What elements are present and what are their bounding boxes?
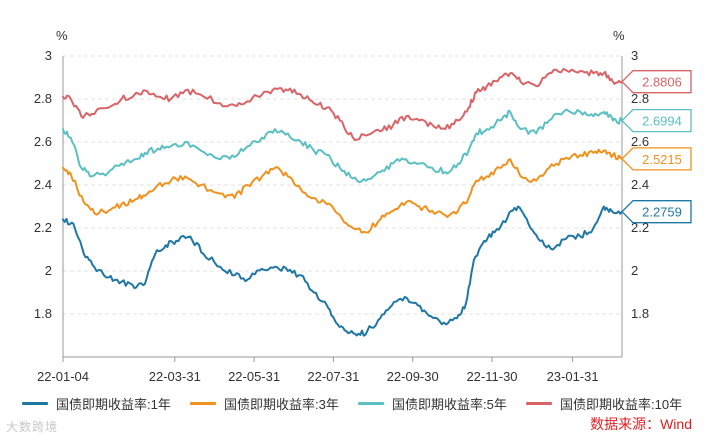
axes: 1.8 1.8 2 2 2.2 2.2 2.4 2.4 2.6 2.6 2.8 2.8 3 3% % 22-0… [34, 28, 649, 384]
end-label-10y: 2.8806 [642, 75, 682, 90]
y-left-tick-label: 2.4 [34, 177, 52, 192]
legend-label-3y: 国债即期收益率:3年 [224, 397, 339, 412]
legend-item-10y[interactable]: 国债即期收益率:10年 [526, 394, 682, 413]
y-left-tick-label: 3 [45, 48, 52, 63]
legend-item-3y[interactable]: 国债即期收益率:3年 [190, 394, 339, 413]
end-label-5y: 2.6994 [642, 114, 682, 129]
legend-label-5y: 国债即期收益率:5年 [392, 397, 507, 412]
legend-swatch-1y [22, 402, 48, 405]
legend-item-5y[interactable]: 国债即期收益率:5年 [358, 394, 507, 413]
x-tick-label: 22-03-31 [149, 369, 201, 384]
data-source-note: 数据来源：Wind [590, 416, 692, 432]
series-line-1y [62, 205, 623, 337]
end-labels: 2.2759 2.5215 2.6994 2.8806 [621, 70, 692, 224]
series-line-5y [62, 108, 623, 184]
y-left-tick-label: 1.8 [34, 306, 52, 321]
legend-item-1y[interactable]: 国债即期收益率:1年 [22, 394, 171, 413]
legend-label-10y: 国债即期收益率:10年 [560, 397, 683, 412]
y-left-tick-label: 2.2 [34, 220, 52, 235]
y-right-unit: % [613, 28, 625, 43]
y-right-tick-label: 3 [631, 48, 638, 63]
legend-label-1y: 国债即期收益率:1年 [56, 397, 171, 412]
end-label-box-3y [621, 147, 692, 171]
end-label-box-10y [621, 70, 692, 94]
yield-line-chart: 1.8 1.8 2 2 2.2 2.2 2.4 2.4 2.6 2.6 2.8 2.8 3 3% % 22-0… [34, 28, 692, 384]
y-right-tick-label: 2.2 [631, 220, 649, 235]
y-left-tick-label: 2.6 [34, 134, 52, 149]
series-line-3y [62, 148, 623, 234]
end-label-box-1y [621, 200, 692, 224]
y-right-tick-label: 2.6 [631, 134, 649, 149]
x-tick-label: 22-09-30 [387, 369, 439, 384]
x-tick-label: 22-05-31 [228, 369, 280, 384]
series-lines [62, 67, 623, 337]
x-tick-label: 22-11-30 [466, 369, 517, 384]
y-left-tick-label: 2.8 [34, 91, 52, 106]
legend-swatch-10y [526, 402, 552, 405]
y-left-unit: % [56, 28, 68, 43]
x-tick-label: 22-01-04 [37, 369, 89, 384]
y-right-tick-label: 1.8 [631, 306, 649, 321]
legend-swatch-3y [190, 402, 216, 405]
watermark: 大数跨境 [6, 420, 59, 434]
y-right-tick-label: 2.4 [631, 177, 649, 192]
x-tick-label: 22-07-31 [307, 369, 359, 384]
end-label-1y: 2.2759 [642, 205, 682, 220]
y-right-tick-label: 2.8 [631, 91, 649, 106]
legend: 国债即期收益率:1年 国债即期收益率:3年 国债即期收益率:5年 国债即期收益率… [0, 394, 720, 414]
end-label-3y: 2.5215 [642, 152, 682, 167]
end-label-box-5y [621, 108, 692, 133]
y-right-tick-label: 2 [631, 263, 638, 278]
legend-swatch-5y [358, 402, 384, 405]
x-tick-label: 23-01-31 [547, 369, 599, 384]
series-line-10y [62, 67, 623, 142]
grid-lines [63, 55, 622, 315]
y-left-tick-label: 2 [45, 263, 52, 278]
